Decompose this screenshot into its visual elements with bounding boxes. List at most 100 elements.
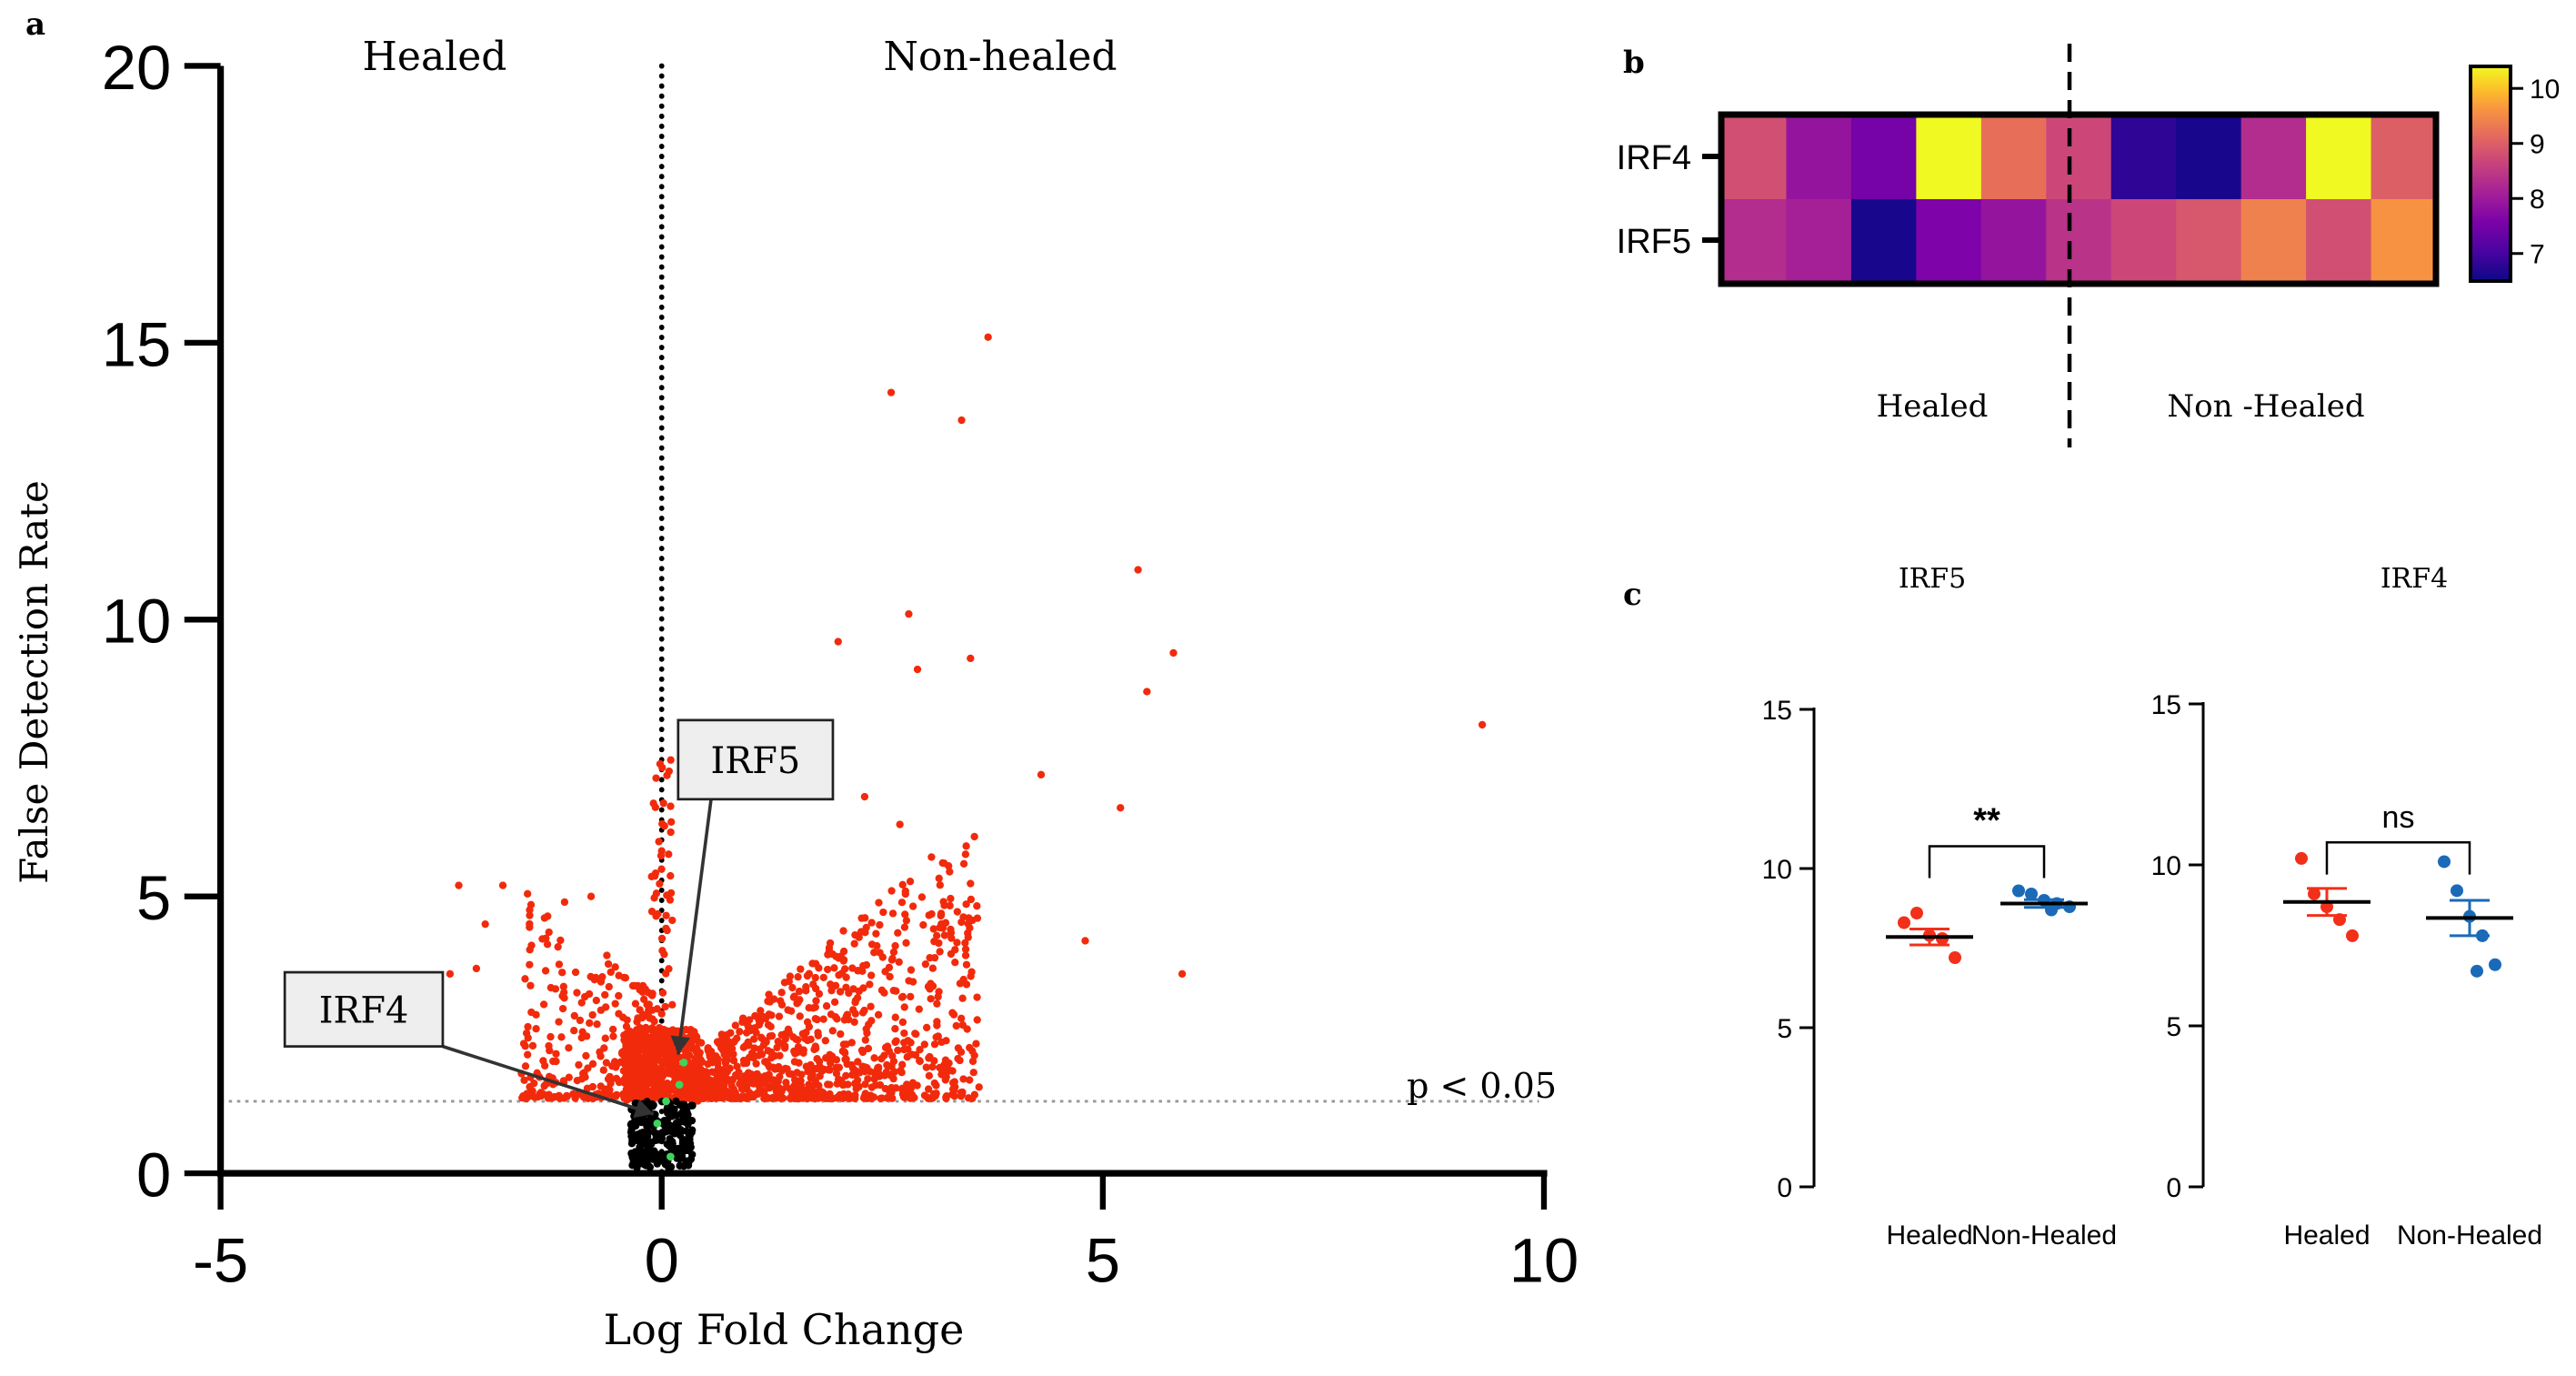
significant-point [946, 901, 954, 910]
significant-point [905, 609, 913, 618]
significant-point [767, 1053, 776, 1062]
significant-point [667, 818, 676, 826]
significant-point [886, 972, 894, 981]
significant-point [867, 1017, 876, 1025]
significant-point [768, 1093, 777, 1102]
significant-point [936, 881, 944, 889]
significant-point [826, 1066, 834, 1074]
significant-point [757, 1007, 765, 1015]
significant-point [962, 900, 970, 909]
heatmap-cell [1786, 199, 1852, 285]
colorbar-tick-label: 7 [2530, 240, 2545, 270]
significant-point [559, 982, 567, 990]
significant-point [930, 938, 938, 946]
significant-point [818, 1065, 827, 1074]
data-point [2295, 851, 2308, 865]
significant-point [630, 1070, 638, 1080]
significant-point [641, 1042, 649, 1050]
heatmap-cell [1850, 199, 1917, 285]
significant-point [822, 1002, 831, 1010]
significant-point [565, 1044, 573, 1052]
significant-point [792, 1035, 800, 1043]
significant-point [850, 1018, 858, 1026]
significant-point [777, 989, 786, 997]
significant-point [582, 1051, 590, 1060]
significant-point [851, 999, 859, 1007]
highlight-point [667, 1152, 675, 1161]
significant-point [894, 929, 902, 937]
significant-point [545, 1041, 553, 1050]
significant-point [876, 1080, 885, 1090]
significant-point [966, 1076, 974, 1084]
significant-point [809, 980, 817, 989]
significant-point [545, 1090, 553, 1099]
y-tick-label: 10 [102, 587, 172, 657]
significant-point [815, 1058, 824, 1066]
significant-point [651, 1038, 660, 1047]
significant-point [816, 1072, 824, 1080]
heatmap-cell [1980, 199, 2047, 285]
significant-point [970, 1090, 978, 1099]
significant-point [520, 1076, 528, 1084]
significant-point [891, 941, 899, 950]
significant-point [828, 949, 837, 959]
significant-point [656, 1029, 665, 1037]
significant-point [604, 959, 613, 969]
nonsignificant-point [677, 1152, 687, 1160]
significant-point [834, 638, 842, 646]
significant-point [796, 1012, 804, 1020]
heatmap-cell [2371, 115, 2437, 200]
significant-point [933, 999, 941, 1008]
significant-point [933, 931, 941, 940]
significant-point [925, 1071, 934, 1080]
significant-point [765, 990, 773, 999]
significant-point [858, 1048, 867, 1057]
significant-point [789, 1086, 798, 1094]
nonsignificant-point [645, 1143, 653, 1151]
significant-point [632, 1060, 641, 1070]
significant-point [797, 1070, 806, 1079]
significant-point [756, 1045, 764, 1053]
significant-point [860, 1063, 869, 1071]
significant-point [1081, 937, 1089, 945]
significant-point [900, 1003, 908, 1011]
significant-point [891, 1025, 899, 1033]
significant-point [570, 1027, 578, 1035]
significant-point [802, 1029, 810, 1037]
significant-point [557, 1033, 566, 1041]
significant-point [830, 964, 838, 972]
significant-point [601, 990, 609, 999]
significant-point [908, 902, 917, 910]
significant-point [804, 1094, 812, 1103]
significant-point [782, 1079, 790, 1087]
significant-point [889, 948, 898, 957]
significant-point [638, 1013, 647, 1022]
significant-point [780, 1044, 789, 1052]
significant-point [661, 1002, 669, 1011]
significant-point [640, 1074, 648, 1083]
data-point [1910, 907, 1923, 919]
significant-point [947, 934, 956, 942]
significant-point [639, 1060, 647, 1069]
colorbar-tick-label: 10 [2530, 75, 2560, 105]
significant-point [795, 987, 804, 996]
significant-point [861, 1080, 869, 1089]
significant-point [657, 1057, 665, 1065]
significant-point [867, 1083, 877, 1091]
significant-point [749, 1092, 757, 1101]
nonsignificant-point [686, 1140, 695, 1148]
significant-point [571, 968, 580, 977]
significant-point [619, 1076, 628, 1084]
significant-point [703, 1070, 711, 1078]
significant-point [721, 1057, 729, 1065]
significant-point [901, 910, 909, 919]
heatmap-cell [2371, 199, 2437, 285]
significant-point [663, 1037, 672, 1045]
significant-point [794, 997, 803, 1005]
significant-point [929, 925, 937, 933]
significant-point [527, 941, 536, 949]
significant-point [848, 1064, 857, 1072]
significant-point [729, 1056, 737, 1064]
nonsignificant-point [681, 1110, 689, 1118]
annotation-arrow-line [442, 1044, 655, 1116]
